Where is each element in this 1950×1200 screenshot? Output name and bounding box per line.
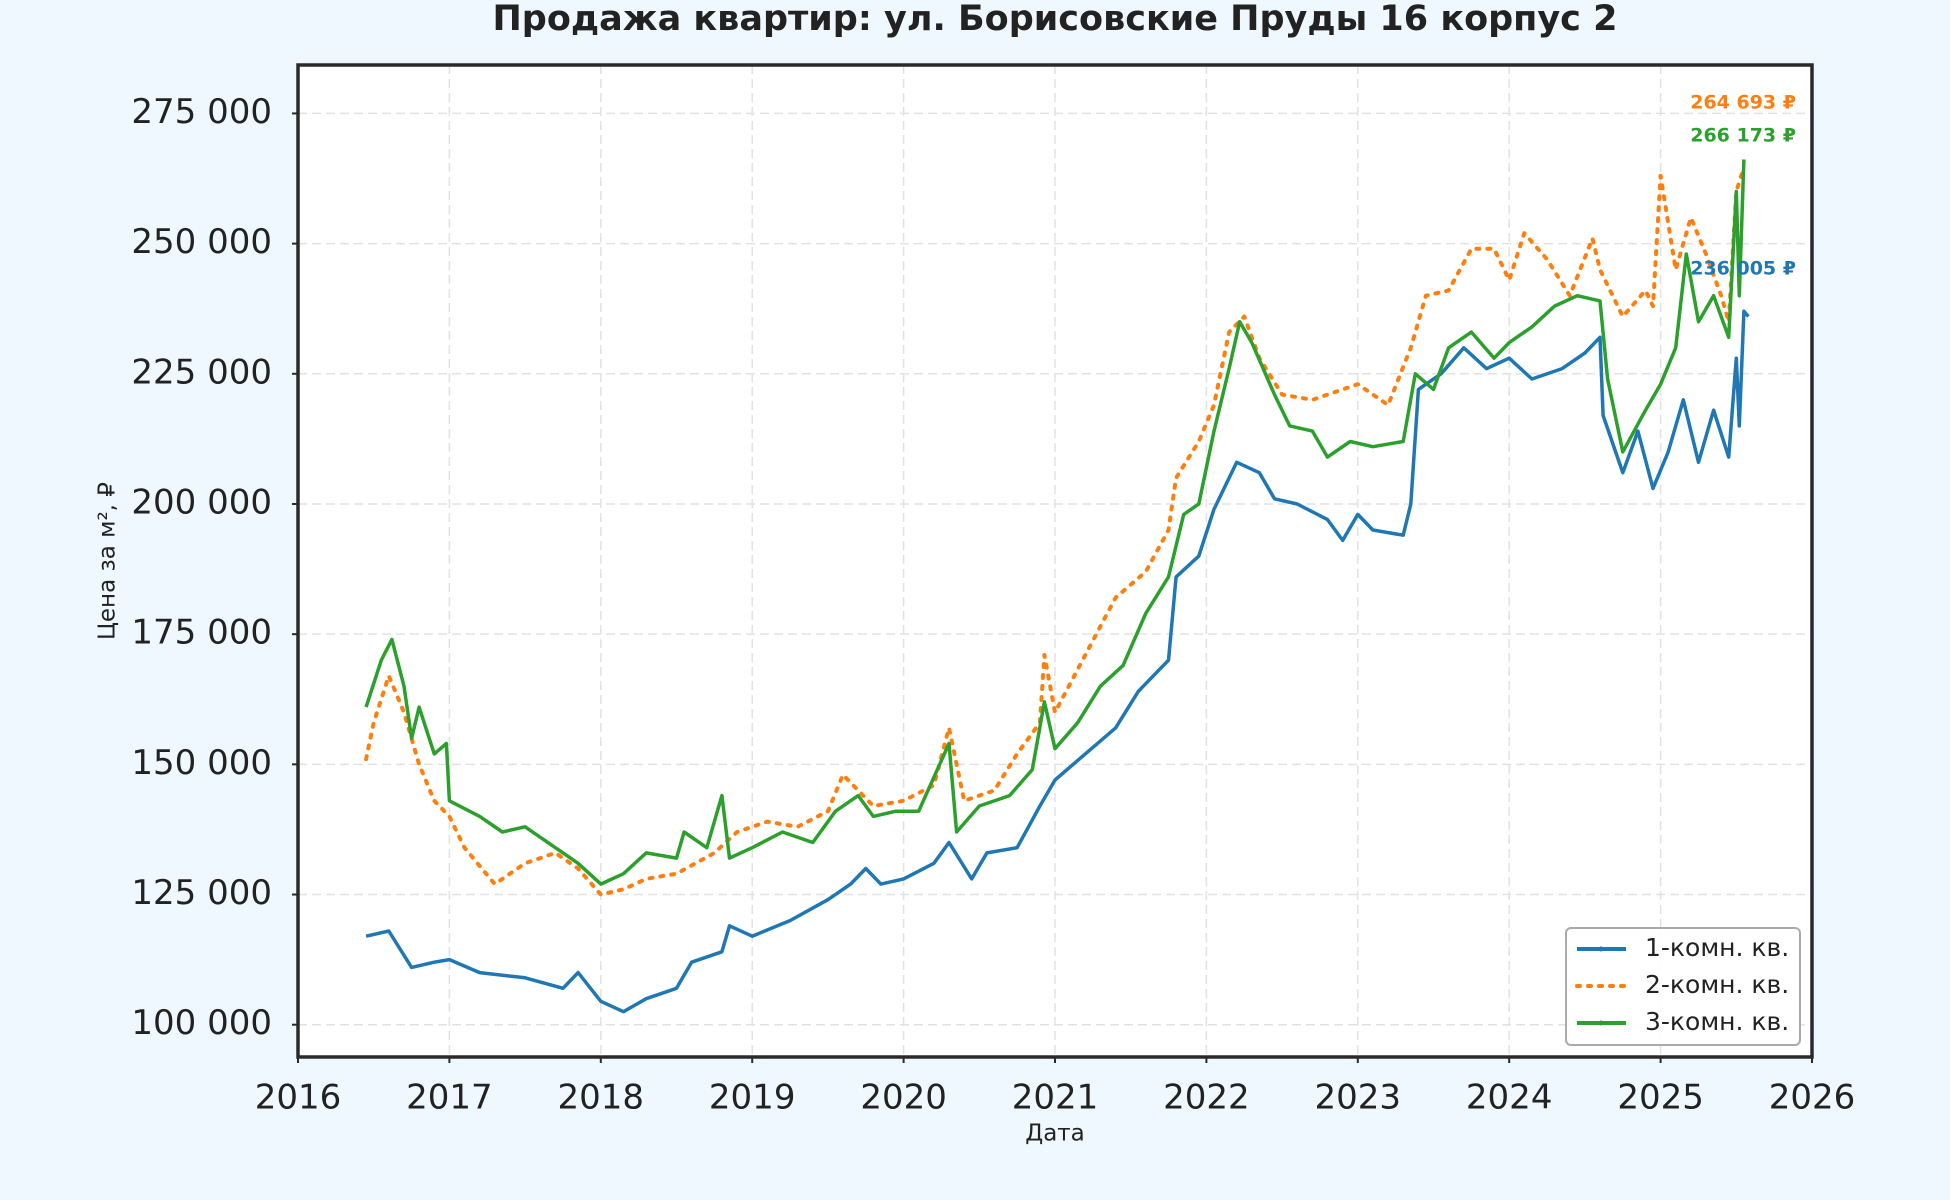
annotation: 266 173 ₽	[1690, 125, 1796, 147]
y-tick-label: 175 000	[131, 613, 272, 653]
grid	[297, 65, 1813, 1057]
x-tick-label: 2022	[1163, 1078, 1250, 1118]
y-tick-label: 150 000	[131, 743, 272, 783]
legend-marker	[1598, 946, 1604, 952]
x-tick-label: 2024	[1466, 1078, 1553, 1118]
x-tick-label: 2020	[860, 1078, 947, 1118]
annotation: 236 005 ₽	[1690, 258, 1796, 280]
legend-marker	[1598, 1020, 1604, 1026]
x-tick-label: 2017	[406, 1078, 493, 1118]
legend: 1-комн. кв. 2-комн. кв. 3-комн. кв.	[1565, 927, 1801, 1046]
y-tick-label: 125 000	[131, 873, 272, 913]
x-tick-label: 2023	[1315, 1078, 1402, 1118]
legend-label: 1-комн. кв.	[1645, 933, 1789, 962]
x-tick-label: 2026	[1769, 1078, 1856, 1118]
series-line	[365, 309, 1750, 1014]
x-tick-label: 2025	[1617, 1078, 1704, 1118]
series-line	[364, 159, 1746, 886]
y-axis-label: Цена за м², ₽	[95, 482, 121, 640]
chart-title: Продажа квартир: ул. Борисовские Пруды 1…	[493, 0, 1618, 39]
x-tick-label: 2021	[1012, 1078, 1099, 1118]
y-tick-label: 100 000	[131, 1003, 272, 1043]
legend-label: 2-комн. кв.	[1645, 970, 1789, 999]
annotation: 264 693 ₽	[1690, 92, 1796, 114]
x-axis-label: Дата	[1025, 1121, 1085, 1147]
x-tick-label: 2018	[558, 1078, 645, 1118]
legend-label: 3-комн. кв.	[1645, 1007, 1789, 1036]
series-line	[364, 165, 1746, 897]
x-tick-label: 2019	[709, 1078, 796, 1118]
y-tick-label: 250 000	[131, 222, 272, 262]
lines	[364, 159, 1750, 1014]
y-tick-label: 200 000	[131, 482, 272, 522]
y-tick-label: 275 000	[131, 92, 272, 132]
y-tick-label: 225 000	[131, 352, 272, 392]
x-tick-label: 2016	[255, 1078, 342, 1118]
legend-box	[1565, 927, 1801, 1046]
